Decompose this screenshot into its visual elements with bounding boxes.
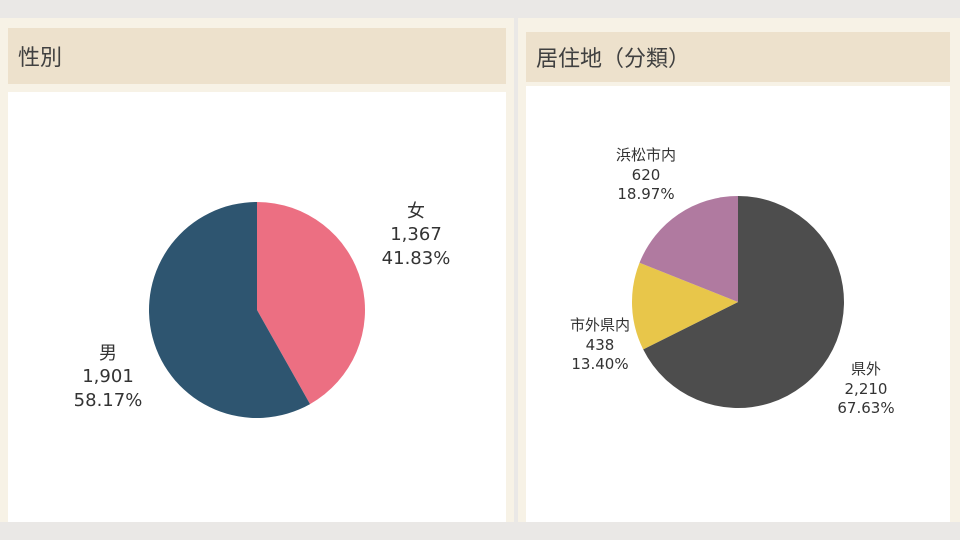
gender-chart-area: 女 1,367 41.83% 男 1,901 58.17%	[8, 92, 506, 522]
slice-male-value: 1,901	[82, 366, 134, 388]
slice-hamamatsu-name: 浜松市内	[615, 146, 676, 164]
residence-chart-area: 県外 2,210 67.63% 市外県内 438 13.40% 浜松市内 620…	[526, 86, 950, 522]
pie-slice-female	[257, 202, 365, 405]
slice-in-prefecture-percent: 13.40%	[571, 355, 629, 373]
pie-slice-male	[148, 202, 311, 418]
residence-panel: 居住地（分類） 県外 2,210 67.63% 市外県内 438 13.40% …	[518, 18, 960, 522]
slice-in-prefecture-name: 市外県内	[569, 316, 630, 334]
slice-in-prefecture-value: 438	[585, 335, 615, 354]
slice-label-in-prefecture: 市外県内 438 13.40%	[552, 316, 648, 375]
slice-outside-prefecture-value: 2,210	[844, 379, 888, 398]
residence-pie-chart	[632, 196, 844, 408]
residence-panel-title: 居住地（分類）	[526, 32, 950, 82]
slice-label-male: 男 1,901 58.17%	[58, 342, 158, 412]
slice-hamamatsu-value: 620	[631, 165, 661, 184]
pie-slice-in-prefecture	[632, 262, 738, 350]
pie-slice-outside-prefecture	[643, 196, 844, 408]
slice-hamamatsu-percent: 18.97%	[617, 185, 675, 203]
slice-female-value: 1,367	[390, 224, 442, 246]
slice-label-outside-prefecture: 県外 2,210 67.63%	[818, 360, 914, 419]
pie-slice-hamamatsu	[639, 196, 738, 302]
slice-male-percent: 58.17%	[73, 389, 143, 411]
slice-label-hamamatsu: 浜松市内 620 18.97%	[598, 146, 694, 205]
gender-panel: 性別 女 1,367 41.83% 男 1,901 58.17%	[0, 18, 514, 522]
slice-male-name: 男	[99, 343, 117, 364]
slice-female-percent: 41.83%	[381, 247, 451, 269]
slice-outside-prefecture-name: 県外	[850, 360, 881, 378]
slice-outside-prefecture-percent: 67.63%	[837, 399, 895, 417]
slice-label-female: 女 1,367 41.83%	[366, 200, 466, 270]
gender-panel-title: 性別	[8, 28, 506, 84]
gender-pie-chart	[148, 202, 365, 418]
slice-female-name: 女	[407, 201, 425, 222]
